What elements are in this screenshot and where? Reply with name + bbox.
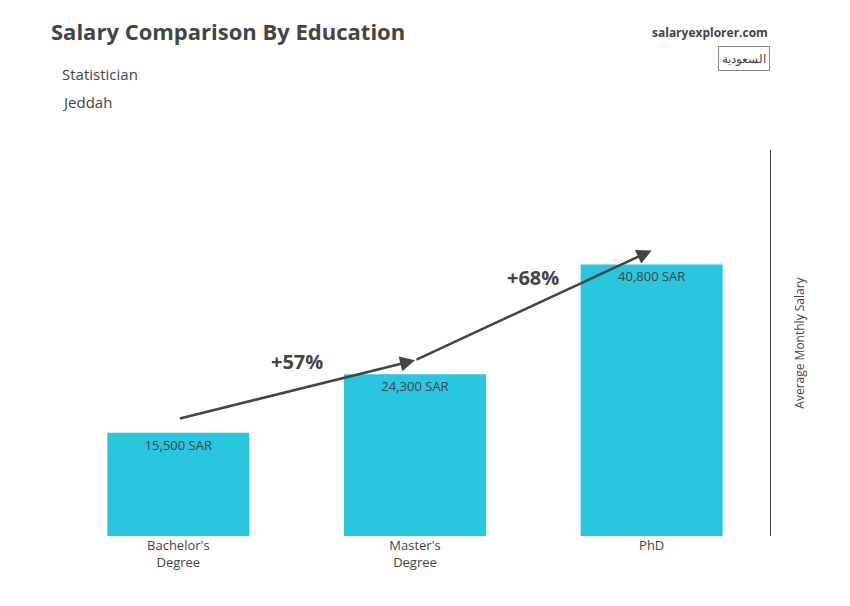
svg-text:15,500 SAR: 15,500 SAR — [145, 436, 212, 454]
svg-text:Average Monthly Salary: Average Monthly Salary — [791, 276, 808, 408]
svg-text:Master'sDegree: Master'sDegree — [389, 536, 440, 571]
svg-text:+68%: +68% — [507, 264, 559, 291]
svg-text:PhD: PhD — [639, 536, 664, 554]
svg-text:Statistician: Statistician — [62, 64, 138, 84]
svg-text:24,300 SAR: 24,300 SAR — [381, 377, 448, 395]
svg-text:Jeddah: Jeddah — [62, 92, 112, 112]
svg-text:Salary Comparison By Education: Salary Comparison By Education — [51, 16, 405, 46]
svg-text:+57%: +57% — [271, 348, 323, 375]
svg-text:السعودية: السعودية — [722, 50, 766, 67]
svg-text:Bachelor'sDegree: Bachelor'sDegree — [147, 536, 210, 571]
svg-text:salaryexplorer.com: salaryexplorer.com — [652, 24, 768, 41]
svg-text:40,800 SAR: 40,800 SAR — [618, 267, 685, 285]
